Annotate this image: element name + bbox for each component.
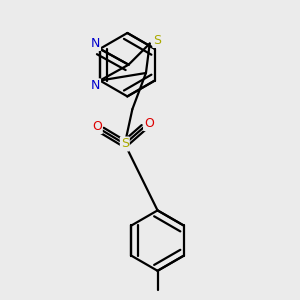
Text: N: N <box>91 79 100 92</box>
Text: S: S <box>153 34 161 47</box>
Text: N: N <box>91 37 100 50</box>
Text: O: O <box>144 117 154 130</box>
Text: S: S <box>121 137 129 151</box>
Text: O: O <box>92 120 102 133</box>
